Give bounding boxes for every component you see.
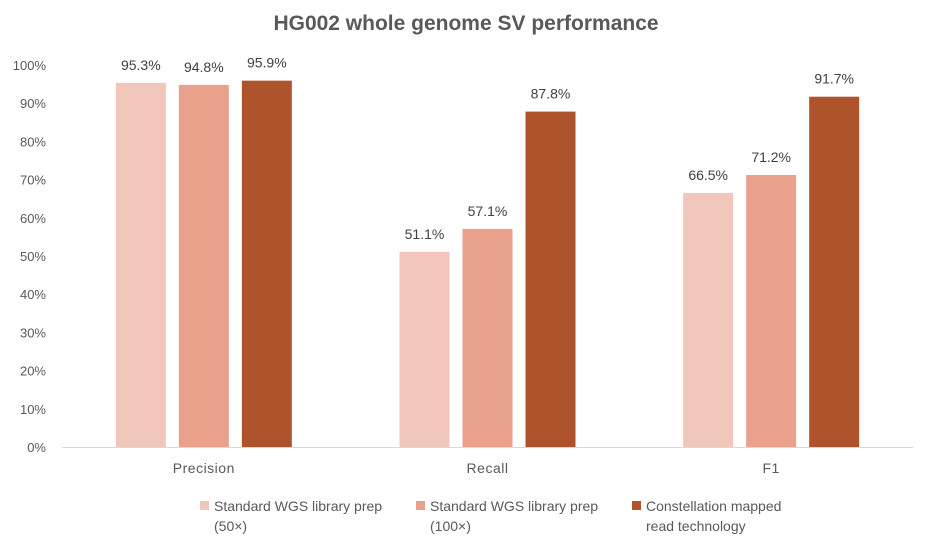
y-tick-label: 80%: [20, 134, 46, 149]
legend-label-50x-line1: Standard WGS library prep: [214, 498, 383, 514]
data-label-precision-50x: 95.3%: [121, 57, 161, 73]
bar-f1-50x: [683, 192, 734, 447]
x-tick-label-precision: Precision: [173, 460, 235, 476]
legend-label-50x-line2: (50×): [214, 518, 248, 534]
y-tick-label: 30%: [20, 325, 46, 340]
bar-precision-50x: [115, 82, 166, 447]
legend: Standard WGS library prep (50×) Standard…: [200, 496, 840, 540]
legend-label-100x-line1: Standard WGS library prep: [430, 498, 599, 514]
y-tick-label: 10%: [20, 402, 46, 417]
data-label-precision-constellation: 95.9%: [247, 55, 287, 71]
y-tick-label: 50%: [20, 249, 46, 264]
legend-label-constellation-line2: read technology: [646, 518, 746, 534]
legend-swatch-100x: [416, 501, 425, 510]
bar-f1-100x: [746, 175, 797, 448]
bar-recall-50x: [399, 251, 450, 447]
legend-swatch-constellation: [632, 501, 641, 510]
bar-recall-100x: [462, 228, 513, 447]
y-tick-label: 90%: [20, 96, 46, 111]
x-tick-label-f1: F1: [762, 460, 779, 476]
y-tick-label: 20%: [20, 364, 46, 379]
bar-precision-constellation: [241, 80, 292, 448]
x-tick-label-recall: Recall: [467, 460, 509, 476]
y-tick-label: 100%: [13, 58, 47, 73]
data-label-recall-50x: 51.1%: [405, 226, 445, 242]
chart-title: HG002 whole genome SV performance: [273, 12, 659, 35]
legend-label-constellation-line1: Constellation mapped: [646, 498, 782, 514]
y-tick-label: 60%: [20, 211, 46, 226]
bar-f1-constellation: [809, 96, 860, 448]
bar-recall-constellation: [525, 111, 576, 447]
y-tick-label: 40%: [20, 287, 46, 302]
data-label-recall-100x: 57.1%: [468, 203, 508, 219]
legend-swatch-50x: [200, 501, 209, 510]
data-label-f1-50x: 66.5%: [688, 167, 728, 183]
data-label-recall-constellation: 87.8%: [531, 86, 571, 102]
y-tick-label: 0%: [27, 440, 46, 455]
legend-label-100x-line2: (100×): [430, 518, 471, 534]
y-tick-label: 70%: [20, 173, 46, 188]
bar-precision-100x: [178, 84, 229, 447]
data-label-f1-constellation: 91.7%: [814, 71, 854, 87]
data-label-precision-100x: 94.8%: [184, 59, 224, 75]
data-label-f1-100x: 71.2%: [751, 149, 791, 165]
